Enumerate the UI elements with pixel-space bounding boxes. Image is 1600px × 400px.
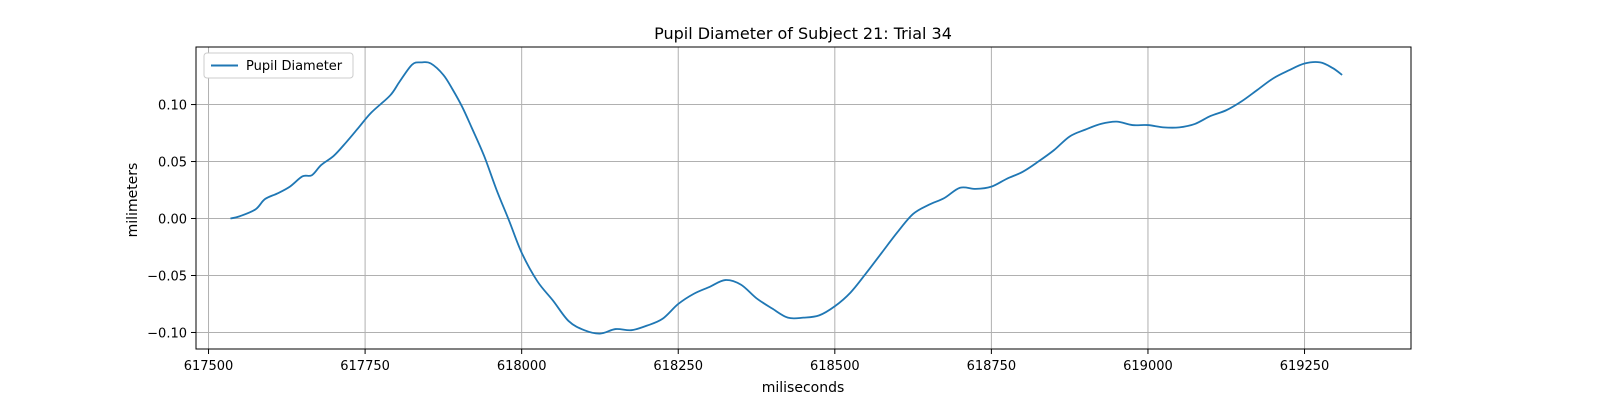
chart-title: Pupil Diameter of Subject 21: Trial 34 (654, 24, 952, 43)
legend: Pupil Diameter (203, 52, 354, 79)
legend-label: Pupil Diameter (246, 59, 343, 74)
legend-box (203, 52, 354, 79)
y-tick-label: −0.05 (147, 269, 187, 284)
x-tick-label: 619250 (1280, 359, 1330, 374)
x-tick-label: 617750 (340, 359, 390, 374)
x-tick-label: 618500 (810, 359, 860, 374)
series-layer (230, 61, 1343, 335)
x-axis-ticks: 617500 617750 618000 618250 618500 618750 6190… (184, 349, 1330, 374)
series-line-pupil-diameter (230, 61, 1343, 335)
x-tick-label: 617500 (184, 359, 234, 374)
x-tick-label: 618250 (653, 359, 703, 374)
y-tick-label: 0.05 (158, 156, 187, 171)
y-tick-label: −0.10 (147, 326, 187, 341)
y-tick-label: 0.00 (158, 213, 187, 228)
y-tick-label: 0.10 (158, 99, 187, 114)
x-tick-label: 619000 (1123, 359, 1173, 374)
x-tick-label: 618000 (497, 359, 547, 374)
x-tick-label: 618750 (967, 359, 1017, 374)
plot-frame (195, 46, 1412, 350)
y-axis-ticks: −0.10 −0.05 0.00 0.05 0.10 (147, 99, 196, 341)
grid (196, 47, 1411, 349)
x-axis-label: miliseconds (762, 380, 845, 396)
y-axis-label: milimeters (125, 163, 141, 238)
